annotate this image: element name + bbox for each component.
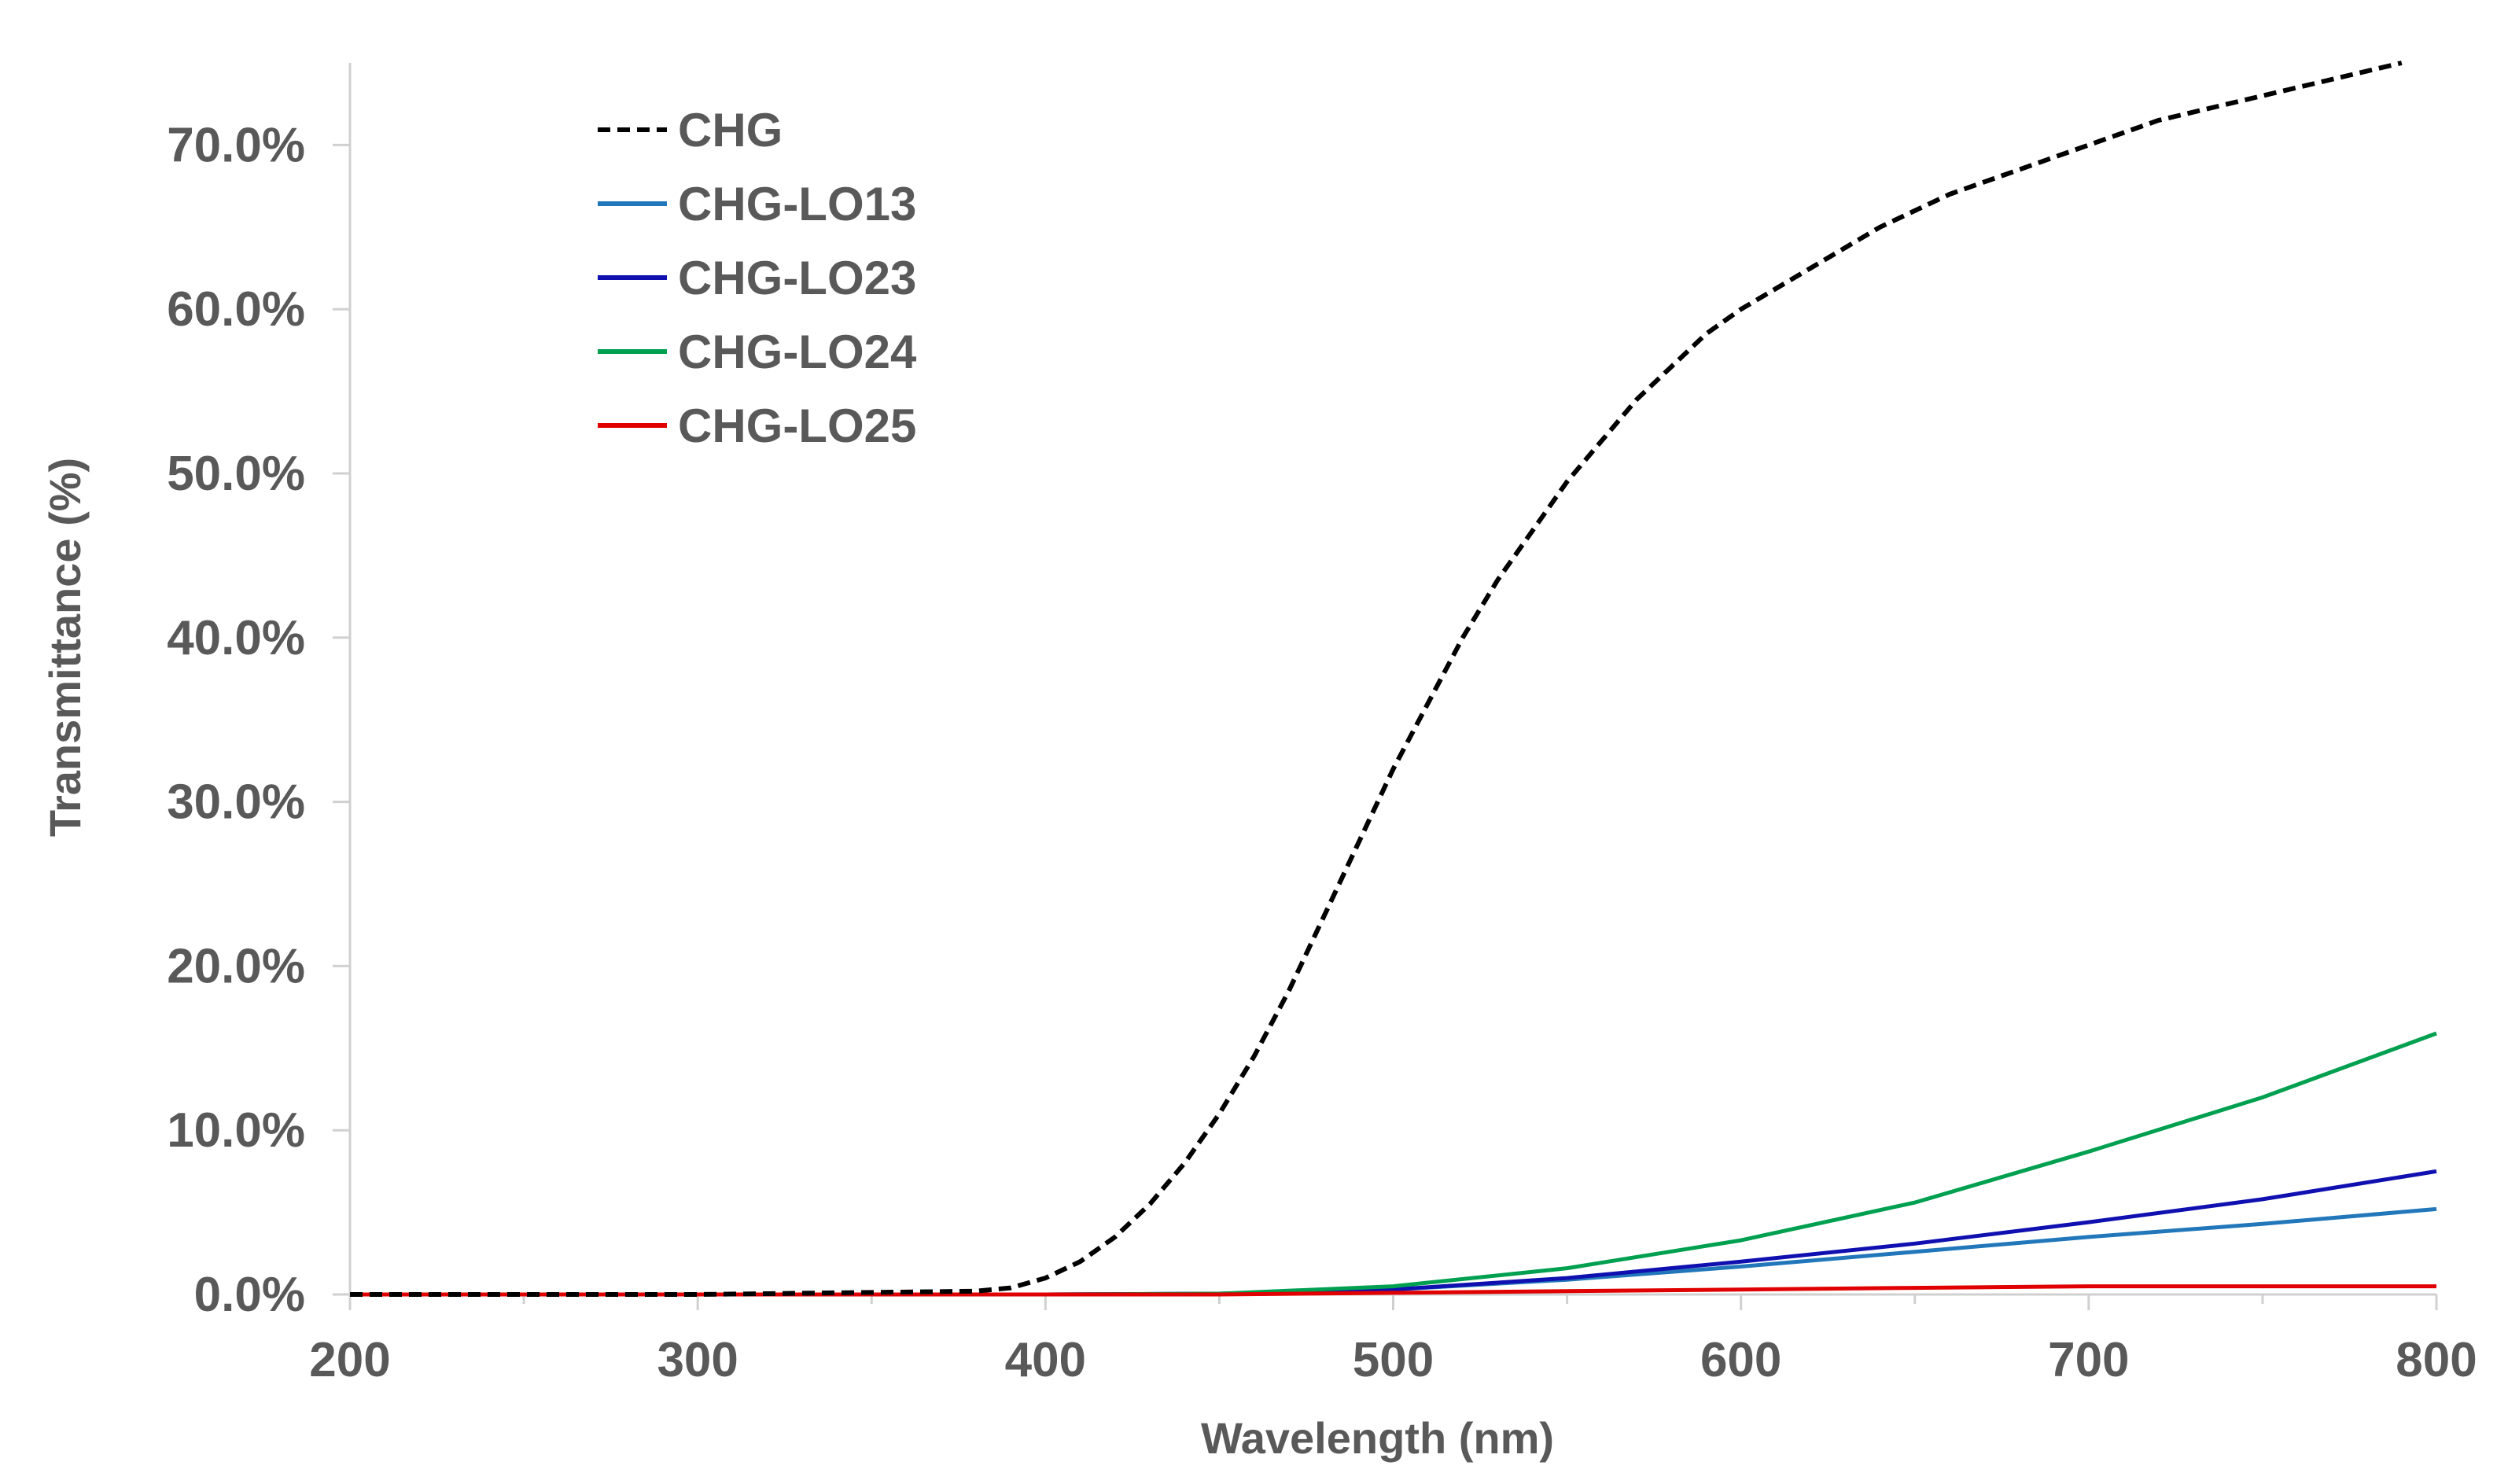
legend-label-chg-lo24: CHG-LO24 bbox=[678, 326, 917, 378]
series-layer bbox=[350, 61, 2437, 1297]
y-tick-label: 10.0% bbox=[167, 1103, 305, 1158]
x-tick-label: 200 bbox=[309, 1333, 390, 1387]
x-tick-label: 500 bbox=[1353, 1333, 1434, 1387]
x-tick-label: 300 bbox=[657, 1333, 738, 1387]
legend-label-chg-lo13: CHG-LO13 bbox=[678, 178, 916, 230]
y-tick-label: 70.0% bbox=[167, 118, 305, 172]
y-tick-label: 50.0% bbox=[167, 447, 305, 501]
y-axis-title: Transmittance (%) bbox=[40, 458, 90, 837]
x-tick-label: 800 bbox=[2396, 1333, 2477, 1387]
x-tick-label: 700 bbox=[2048, 1333, 2129, 1387]
x-tick-label: 400 bbox=[1005, 1333, 1086, 1387]
legend: CHG CHG-LO13 CHG-LO23 CHG-LO24 CHG-LO25 bbox=[598, 104, 917, 452]
axes: 0.0% 10.0% 20.0% 30.0% 40.0% 50.0% 60.0% 70.0% 2… bbox=[167, 63, 2477, 1387]
y-tick-label: 30.0% bbox=[167, 775, 305, 830]
x-tick-label: 600 bbox=[1700, 1333, 1781, 1387]
y-tick-label: 60.0% bbox=[167, 282, 305, 337]
series-line-chg bbox=[350, 61, 2403, 1297]
y-tick-label: 0.0% bbox=[194, 1268, 305, 1322]
legend-label-chg: CHG bbox=[678, 104, 783, 157]
y-tick-label: 40.0% bbox=[167, 611, 305, 665]
x-axis-title: Wavelength (nm) bbox=[1201, 1413, 1554, 1463]
series-line-chg-lo25 bbox=[350, 1284, 2436, 1297]
y-tick-label: 20.0% bbox=[167, 939, 305, 993]
legend-label-chg-lo23: CHG-LO23 bbox=[678, 252, 916, 304]
legend-label-chg-lo25: CHG-LO25 bbox=[678, 400, 916, 452]
